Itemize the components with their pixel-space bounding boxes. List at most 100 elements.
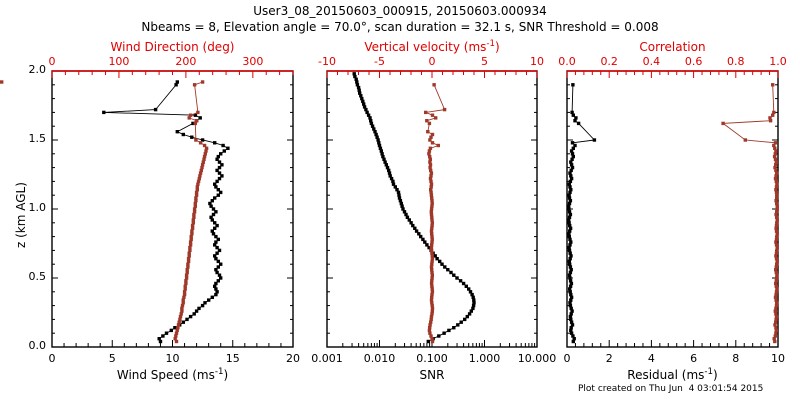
data-point [775, 207, 779, 211]
data-point [568, 229, 572, 233]
x-tick-label-top: 0 [428, 55, 436, 68]
data-point [436, 143, 440, 148]
data-point [430, 254, 434, 258]
data-point [569, 188, 573, 192]
data-point [190, 226, 195, 230]
data-point [429, 190, 433, 195]
data-point [461, 281, 466, 286]
data-point [375, 135, 379, 139]
data-point [219, 276, 223, 280]
data-point [429, 334, 433, 338]
series-group [0, 72, 476, 344]
data-point [774, 223, 779, 228]
data-point [226, 146, 230, 150]
x-tick-label-bottom: 10.000 [517, 352, 557, 365]
x-tick-label-bottom: 10 [165, 352, 180, 365]
x-tick-label-bottom: 0.100 [416, 352, 448, 365]
data-point [774, 328, 778, 333]
data-point [198, 174, 202, 178]
data-point [428, 163, 433, 167]
data-point [569, 331, 574, 335]
data-point [568, 270, 573, 275]
data-point [196, 110, 200, 115]
data-point [361, 99, 365, 104]
data-point [401, 207, 405, 211]
data-point [774, 254, 778, 258]
data-point [426, 339, 430, 344]
data-point [368, 116, 372, 120]
data-point [774, 212, 778, 217]
data-point [400, 204, 404, 208]
data-point [570, 165, 575, 170]
data-point [180, 309, 184, 313]
data-point [430, 295, 434, 299]
data-point [387, 168, 391, 173]
x-tick-label-bottom: 0 [563, 352, 571, 365]
data-point [214, 268, 218, 272]
data-point [186, 257, 191, 261]
data-point [164, 331, 169, 335]
data-point [774, 265, 778, 269]
data-point [409, 221, 413, 225]
x-tick-label-top: -10 [318, 55, 336, 68]
data-point [192, 312, 196, 316]
data-point [567, 210, 572, 214]
data-point [458, 279, 463, 283]
data-point [215, 223, 219, 228]
series-group [102, 80, 230, 344]
data-point [567, 193, 571, 197]
data-point [774, 257, 779, 261]
data-point [425, 119, 429, 123]
data-point [569, 240, 573, 244]
series-line [174, 81, 208, 342]
data-point [181, 298, 185, 302]
data-point [200, 165, 204, 170]
data-point [175, 80, 179, 84]
data-point [471, 295, 475, 299]
data-point [567, 221, 571, 225]
data-point [194, 196, 198, 200]
data-point [452, 326, 456, 330]
data-point [174, 334, 178, 338]
data-point [196, 179, 201, 184]
data-point [430, 204, 434, 208]
data-point [354, 77, 358, 81]
data-point [194, 138, 198, 142]
data-point [429, 193, 434, 197]
data-point [203, 301, 207, 305]
data-point [430, 201, 434, 206]
data-point [775, 262, 779, 266]
data-point [774, 303, 779, 308]
data-point [214, 292, 218, 297]
data-point [193, 113, 198, 117]
data-point [772, 337, 776, 341]
data-point [216, 193, 220, 197]
data-point [775, 201, 779, 206]
data-point [775, 301, 779, 305]
data-point [423, 240, 427, 244]
data-point [175, 130, 179, 134]
data-point [429, 314, 434, 319]
data-point [567, 232, 571, 236]
data-point [567, 248, 572, 253]
data-point [428, 138, 432, 142]
data-point [573, 143, 577, 148]
data-point [184, 281, 188, 286]
data-point [200, 163, 205, 167]
data-point [430, 279, 434, 283]
data-point [355, 80, 359, 84]
data-point [430, 113, 435, 117]
data-point [768, 116, 772, 120]
data-point [214, 234, 218, 239]
y-tick-label: 2.0 [28, 63, 47, 76]
data-point [430, 226, 434, 230]
data-point [427, 328, 432, 333]
x-tick-label-top: 0.2 [600, 55, 618, 68]
data-point [432, 83, 436, 87]
x-tick-label-bottom: 6 [690, 352, 698, 365]
data-point [190, 223, 195, 228]
data-point [429, 298, 434, 302]
data-point [178, 314, 183, 319]
data-point [773, 146, 777, 150]
data-point [434, 116, 438, 120]
